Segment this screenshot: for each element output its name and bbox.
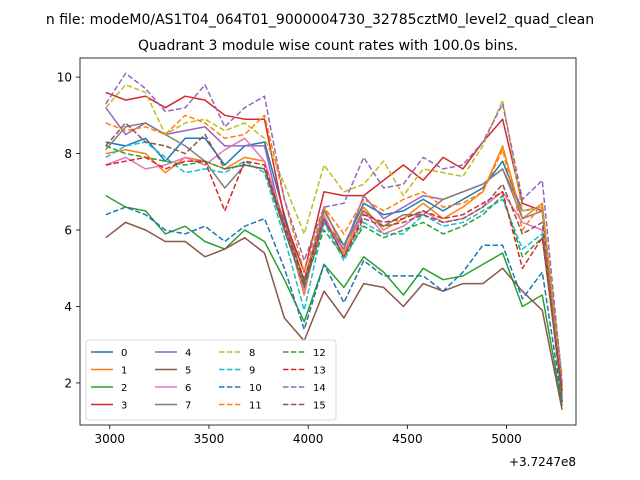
legend-label-8: 8 xyxy=(249,348,255,359)
legend-label-0: 0 xyxy=(121,348,127,359)
series-line-14 xyxy=(105,72,563,383)
series-lines xyxy=(105,72,563,410)
legend-label-12: 12 xyxy=(313,348,326,359)
series-line-15 xyxy=(105,122,563,403)
legend-label-3: 3 xyxy=(121,401,127,412)
series-line-1 xyxy=(105,145,563,399)
figure-suptitle: n file: modeM0/AS1T04_064T01_9000004730_… xyxy=(46,12,594,28)
series-line-11 xyxy=(105,114,563,391)
series-line-13 xyxy=(105,156,563,391)
legend-label-6: 6 xyxy=(185,383,191,394)
plot-area xyxy=(105,72,563,410)
series-line-7 xyxy=(105,122,563,399)
x-tick-label-4500: 4500 xyxy=(392,432,423,446)
x-offset-label: +3.7247e8 xyxy=(509,455,576,469)
series-line-8 xyxy=(105,84,563,376)
chart-title: Quadrant 3 module wise count rates with … xyxy=(138,38,518,54)
legend-label-14: 14 xyxy=(313,383,326,394)
legend-label-4: 4 xyxy=(185,348,191,359)
axes-frame xyxy=(79,57,577,426)
legend-label-10: 10 xyxy=(249,383,262,394)
series-line-10 xyxy=(105,206,563,403)
legend-label-1: 1 xyxy=(121,366,127,377)
series-line-9 xyxy=(105,141,563,399)
y-tick-label-4: 4 xyxy=(64,300,72,314)
legend-label-9: 9 xyxy=(249,366,255,377)
legend-label-11: 11 xyxy=(249,401,262,412)
legend-label-7: 7 xyxy=(185,401,191,412)
x-tick-label-3000: 3000 xyxy=(94,432,125,446)
x-tick-label-5000: 5000 xyxy=(491,432,522,446)
legend-box xyxy=(85,339,337,421)
legend-label-2: 2 xyxy=(121,383,127,394)
y-tick-label-2: 2 xyxy=(64,376,72,390)
y-tick-label-10: 10 xyxy=(57,71,72,85)
y-tick-label-6: 6 xyxy=(64,224,72,238)
series-line-12 xyxy=(105,145,563,395)
y-tick-label-8: 8 xyxy=(64,147,72,161)
series-line-2 xyxy=(105,194,563,407)
legend-label-5: 5 xyxy=(185,366,191,377)
x-tick-label-4000: 4000 xyxy=(293,432,324,446)
x-tick-label-3500: 3500 xyxy=(194,432,225,446)
legend-label-13: 13 xyxy=(313,366,326,377)
legend-label-15: 15 xyxy=(313,401,326,412)
series-line-5 xyxy=(105,221,563,410)
series-line-6 xyxy=(105,137,563,395)
